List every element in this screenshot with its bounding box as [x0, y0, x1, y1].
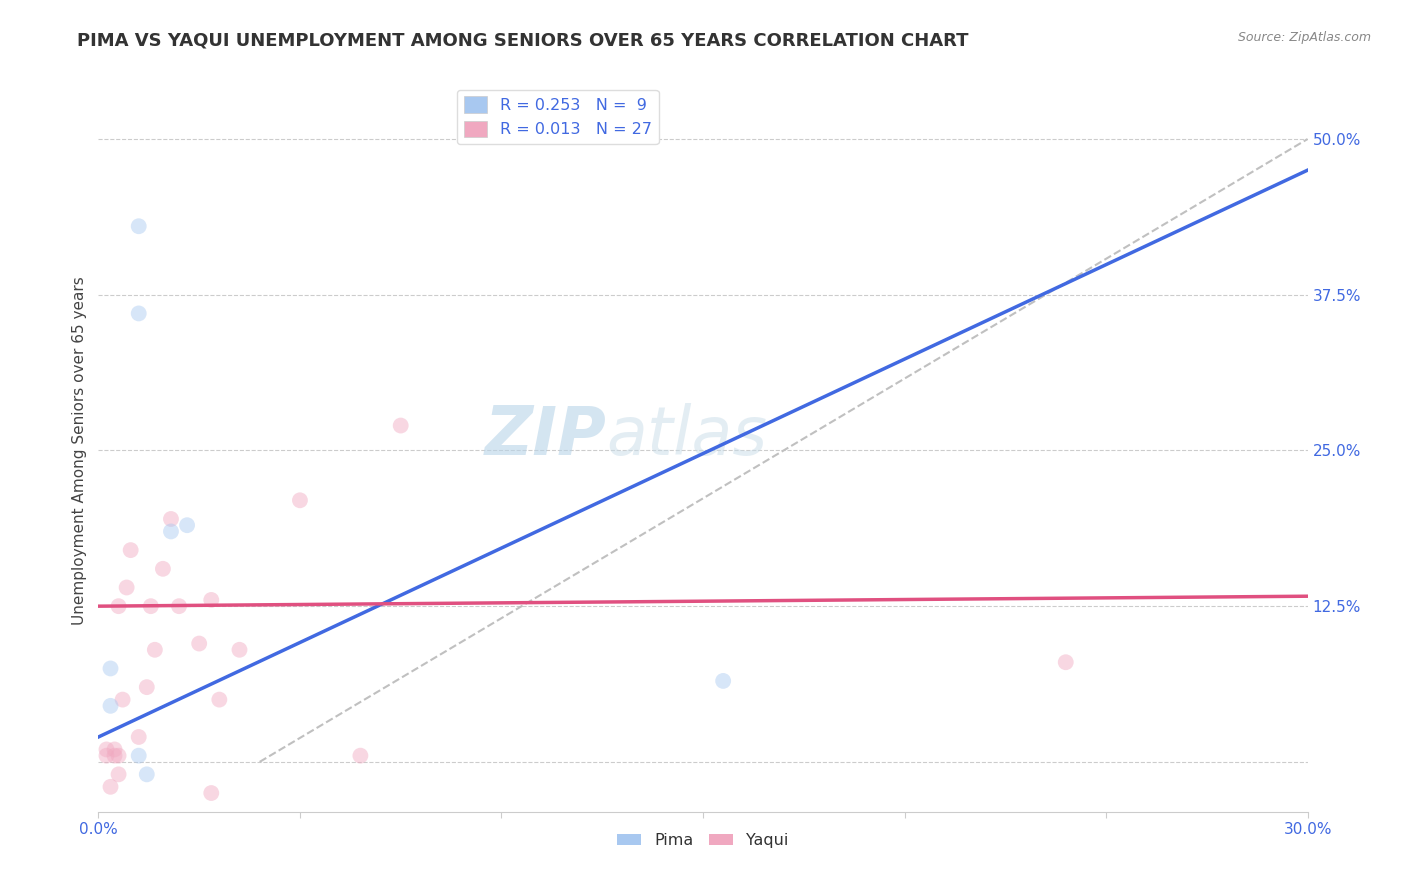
Text: PIMA VS YAQUI UNEMPLOYMENT AMONG SENIORS OVER 65 YEARS CORRELATION CHART: PIMA VS YAQUI UNEMPLOYMENT AMONG SENIORS…: [77, 31, 969, 49]
Point: [100, 698, 122, 713]
Point: [103, 748, 125, 763]
Point: [128, 306, 150, 320]
Text: Source: ZipAtlas.com: Source: ZipAtlas.com: [1237, 31, 1371, 45]
Point: [188, 636, 211, 650]
Point: [160, 512, 183, 526]
Point: [107, 599, 129, 614]
Point: [128, 730, 150, 744]
Point: [115, 581, 138, 595]
Point: [349, 748, 371, 763]
Point: [200, 786, 222, 800]
Text: atlas: atlas: [606, 403, 768, 469]
Point: [389, 418, 412, 433]
Point: [176, 518, 198, 533]
Point: [143, 642, 166, 657]
Point: [128, 219, 150, 234]
Point: [128, 748, 150, 763]
Point: [152, 562, 174, 576]
Point: [228, 642, 250, 657]
Point: [1054, 655, 1077, 669]
Y-axis label: Unemployment Among Seniors over 65 years: Unemployment Among Seniors over 65 years: [72, 277, 87, 624]
Point: [135, 767, 157, 781]
Point: [135, 680, 157, 694]
Point: [100, 661, 122, 675]
Point: [100, 780, 122, 794]
Point: [160, 524, 183, 539]
Point: [139, 599, 162, 614]
Point: [288, 493, 311, 508]
Point: [111, 692, 134, 706]
Point: [107, 767, 129, 781]
Point: [200, 593, 222, 607]
Point: [120, 543, 142, 558]
Text: ZIP: ZIP: [485, 403, 606, 469]
Legend: Pima, Yaqui: Pima, Yaqui: [612, 827, 794, 855]
Point: [96, 748, 118, 763]
Point: [103, 742, 125, 756]
Point: [96, 742, 118, 756]
Point: [107, 748, 129, 763]
Point: [167, 599, 190, 614]
Point: [208, 692, 231, 706]
Point: [711, 673, 734, 688]
